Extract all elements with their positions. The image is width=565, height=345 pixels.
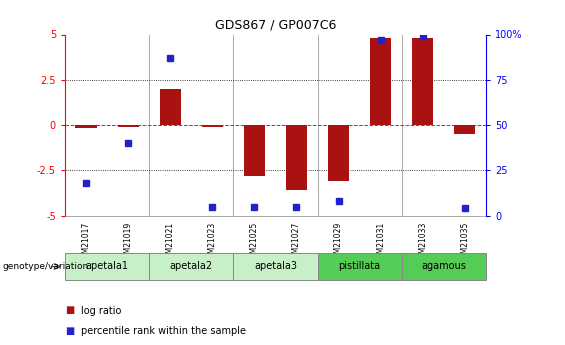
Bar [370, 38, 391, 125]
Title: GDS867 / GP007C6: GDS867 / GP007C6 [215, 19, 336, 32]
Bar [160, 89, 181, 125]
Text: ■: ■ [65, 306, 74, 315]
Bar [202, 125, 223, 127]
Text: agamous: agamous [421, 261, 466, 271]
Bar [402, 253, 486, 280]
Text: ■: ■ [65, 326, 74, 336]
Bar [65, 253, 149, 280]
Bar [76, 125, 97, 128]
Bar [118, 125, 138, 127]
Text: apetala2: apetala2 [170, 261, 213, 271]
Text: percentile rank within the sample: percentile rank within the sample [81, 326, 246, 336]
Bar [233, 253, 318, 280]
Text: apetala3: apetala3 [254, 261, 297, 271]
Bar [286, 125, 307, 190]
Text: genotype/variation: genotype/variation [3, 262, 89, 271]
Text: apetala1: apetala1 [85, 261, 129, 271]
Bar [454, 125, 475, 134]
Bar [318, 253, 402, 280]
Bar [149, 253, 233, 280]
Bar [328, 125, 349, 181]
Text: pistillata: pistillata [338, 261, 381, 271]
Text: log ratio: log ratio [81, 306, 121, 315]
Bar [412, 38, 433, 125]
Bar [244, 125, 265, 176]
